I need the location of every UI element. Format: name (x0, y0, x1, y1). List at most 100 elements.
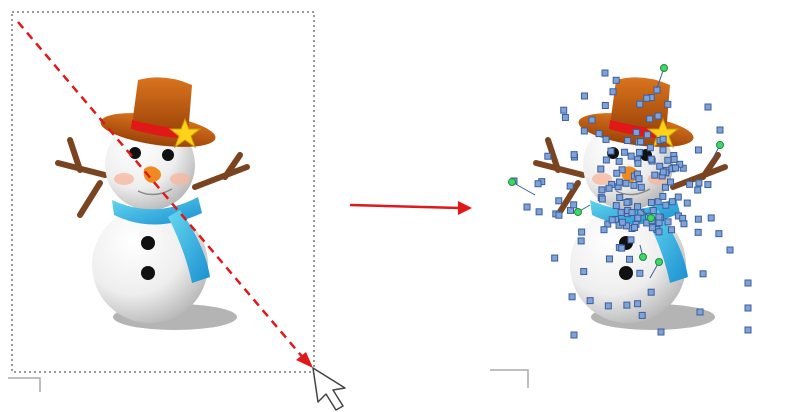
shape-handle (555, 211, 563, 219)
shape-handle (601, 69, 609, 77)
rotate-handle (639, 253, 647, 261)
shape-handle (655, 219, 663, 227)
shape-handle (586, 297, 594, 305)
shape-handle (627, 152, 635, 160)
shape-handle (649, 207, 657, 215)
shape-handle (654, 198, 662, 206)
shape-handle (679, 164, 687, 172)
transition-arrowhead (458, 201, 472, 215)
shape-handle (613, 169, 621, 177)
shape-handle (595, 130, 603, 138)
shape-handle (637, 183, 645, 191)
shape-handle (655, 213, 663, 221)
shape-handle (618, 218, 626, 226)
shape-handle (534, 180, 542, 188)
shape-handle (664, 156, 672, 164)
shape-handle (602, 135, 610, 143)
shape-handle (655, 228, 663, 236)
shape-handle (667, 178, 675, 186)
shape-handle (560, 106, 568, 114)
selection-box (11, 11, 315, 373)
shape-handle (609, 88, 617, 96)
shape-handle (646, 115, 654, 123)
shape-handle (744, 279, 752, 287)
shape-handle (604, 220, 612, 228)
shape-handle (615, 178, 623, 186)
shape-handle (668, 198, 676, 206)
shape-handle (726, 246, 734, 254)
shape-handle (686, 180, 694, 188)
shape-handle (694, 186, 702, 194)
shape-handle (600, 226, 608, 234)
shape-handle (648, 224, 656, 232)
shape-handle (634, 159, 642, 167)
shape-handle (696, 308, 704, 316)
shape-handle (570, 201, 578, 209)
shape-handle (566, 182, 574, 190)
shape-handle (561, 113, 569, 121)
shape-handle (597, 165, 605, 173)
shape-handle (618, 244, 626, 252)
mouse-cursor (312, 367, 346, 411)
shape-handle (643, 131, 651, 139)
shape-handle (680, 220, 688, 228)
shape-handle (570, 331, 578, 339)
shape-handle (568, 293, 576, 301)
shape-handle (694, 215, 702, 223)
shape-handle (667, 226, 675, 234)
shape-handle (616, 194, 624, 202)
shape-handle (615, 157, 623, 165)
shape-handle (659, 168, 667, 176)
shape-handle (623, 301, 631, 309)
shape-handle (744, 304, 752, 312)
shape-handle (580, 268, 588, 276)
shape-handle (632, 128, 640, 136)
shape-handle (612, 202, 620, 210)
shape-handle (744, 326, 752, 334)
rotate-handle (508, 178, 516, 186)
shape-handle (676, 160, 684, 168)
shape-handle (630, 181, 638, 189)
shape-handle (657, 328, 665, 336)
shape-handle (664, 100, 672, 108)
shape-handle (607, 147, 615, 155)
shape-handle (643, 94, 651, 102)
shape-handle (638, 311, 646, 319)
page-corner (8, 377, 41, 392)
shape-handle (683, 199, 691, 207)
shape-handle (581, 92, 589, 100)
shape-handle (656, 162, 664, 170)
shape-handle (637, 138, 645, 146)
shape-handle (659, 146, 667, 154)
shape-handle (608, 216, 616, 224)
shape-handle (605, 184, 613, 192)
shape-handle (622, 179, 630, 187)
shape-handle (704, 181, 712, 189)
shape-handle (659, 192, 667, 200)
shape-handle (588, 116, 596, 124)
snowman-original (58, 77, 247, 330)
shape-handle (598, 195, 606, 203)
page-corner (490, 369, 529, 388)
shape-handle (544, 152, 552, 160)
shape-handle (672, 164, 680, 172)
shape-handle (647, 288, 655, 296)
rotate-handle (574, 208, 582, 216)
shape-handle (617, 208, 625, 216)
shape-handle (694, 228, 702, 236)
rotate-handle (660, 64, 668, 72)
rotate-handle (655, 258, 663, 266)
shape-handle (620, 148, 628, 156)
shape-handle (694, 146, 702, 154)
shape-handle (661, 183, 669, 191)
shape-handle (635, 175, 643, 183)
shape-handle (627, 236, 635, 244)
shape-handle (654, 112, 662, 120)
shape-handle (662, 201, 670, 209)
shape-handle (636, 100, 644, 108)
drag-line (17, 21, 306, 361)
drag-arrowhead (296, 352, 313, 368)
shape-handle (623, 198, 631, 206)
shape-handle (634, 203, 642, 211)
shape-handle (628, 209, 636, 217)
